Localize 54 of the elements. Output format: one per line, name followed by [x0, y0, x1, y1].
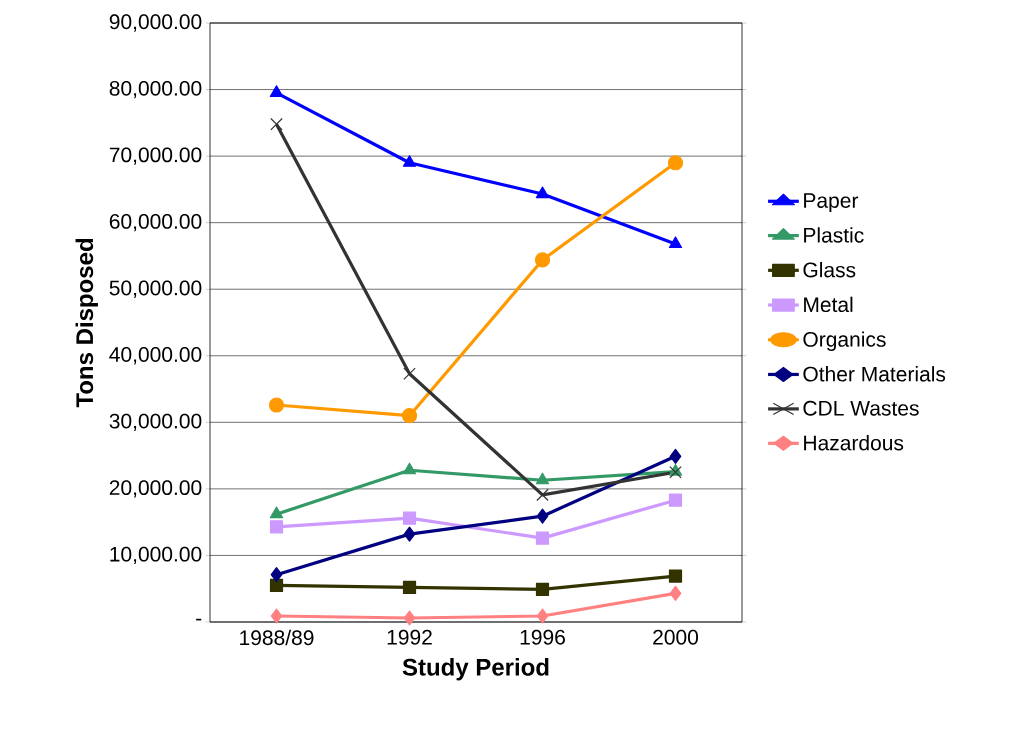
point: [534, 252, 551, 268]
point: [536, 608, 549, 624]
legend-label: Plastic: [804, 227, 864, 243]
point: [268, 397, 285, 413]
y-tick-label: 70,000.00: [109, 147, 202, 165]
point: [402, 511, 417, 525]
y-axis-title: Tons Disposed: [75, 238, 98, 408]
point: [270, 117, 283, 131]
point: [401, 408, 418, 424]
legend-label: Organics: [803, 331, 886, 351]
point: [402, 580, 417, 594]
point: [536, 508, 549, 524]
point: [669, 448, 682, 464]
point: [403, 367, 416, 380]
point: [667, 155, 684, 171]
y-tick-label: 90,000.00: [109, 14, 202, 32]
point: [535, 186, 550, 199]
y-tick-label: 50,000.00: [109, 280, 202, 298]
y-tick-label: 40,000.00: [109, 347, 202, 365]
point: [535, 472, 550, 485]
point: [535, 582, 550, 596]
point: [668, 236, 683, 249]
point: [269, 506, 284, 519]
y-tick-label: 30,000.00: [109, 413, 202, 431]
point: [668, 569, 683, 583]
point: [402, 155, 417, 167]
legend-label: Glass: [803, 261, 856, 278]
point: [269, 85, 284, 97]
point: [270, 608, 283, 624]
x-tick-label: 1992: [387, 629, 432, 645]
y-tick-label: 80,000.00: [109, 80, 202, 99]
point: [269, 578, 284, 592]
legend-label: Hazardous: [804, 434, 904, 451]
x-tick-label: 1996: [520, 629, 565, 645]
legend-label: Paper: [804, 193, 859, 213]
y-tick-label: 60,000.00: [109, 213, 202, 232]
y-tick-label: -: [196, 618, 202, 621]
point: [536, 488, 549, 502]
y-tick-label: 10,000.00: [110, 546, 202, 565]
x-tick-label: 1988/89: [240, 629, 314, 646]
point: [402, 462, 417, 475]
legend-label: CDL Wastes: [803, 400, 919, 416]
point: [668, 493, 683, 507]
legend-label: Metal: [804, 296, 853, 313]
legend-label: Other Materials: [803, 366, 946, 382]
point: [269, 520, 284, 534]
point: [403, 610, 416, 626]
point: [669, 585, 682, 601]
point: [535, 531, 550, 545]
x-axis-title: Study Period: [402, 658, 549, 681]
y-tick-label: 20,000.00: [109, 480, 202, 498]
point: [270, 567, 283, 583]
x-tick-label: 2000: [653, 629, 699, 645]
point: [403, 526, 416, 542]
